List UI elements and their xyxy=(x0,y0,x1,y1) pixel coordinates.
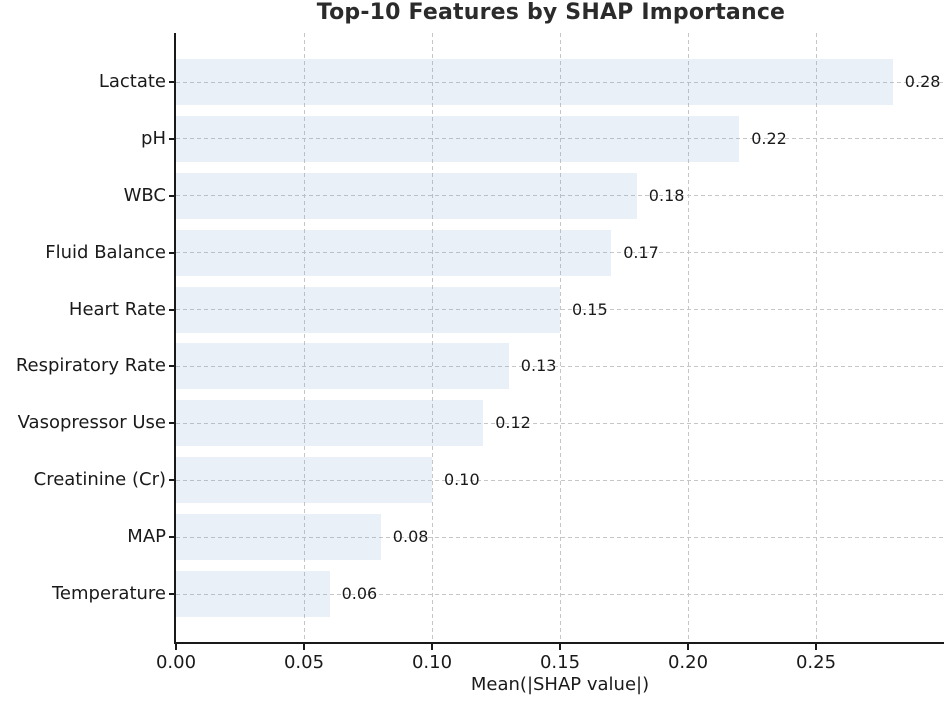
bar xyxy=(176,172,637,219)
x-tick-mark xyxy=(303,644,305,650)
y-gridline xyxy=(176,593,944,595)
y-tick-mark xyxy=(169,251,176,254)
bar xyxy=(176,400,484,447)
y-tick-label: Heart Rate xyxy=(68,298,166,320)
bar xyxy=(176,59,893,105)
y-gridline xyxy=(176,138,944,140)
bar-value-label: 0.15 xyxy=(572,299,608,319)
bar-value-label: 0.17 xyxy=(623,242,659,262)
y-tick-mark xyxy=(169,593,176,595)
x-gridline xyxy=(303,33,305,642)
y-tick-label: Lactate xyxy=(98,71,166,92)
x-tick-mark xyxy=(431,644,433,650)
y-gridline xyxy=(176,422,944,424)
x-tick-mark xyxy=(559,644,561,650)
y-tick-mark xyxy=(169,479,176,482)
y-gridline xyxy=(176,252,944,254)
y-gridline xyxy=(176,195,944,197)
bar-value-label: 0.13 xyxy=(520,356,557,376)
bar-value-label: 0.22 xyxy=(751,128,787,148)
plot-area: 0.28 0.22 0.18 0.17 0.15 0.13 0.12 0.10 0.08 0.06 xyxy=(176,33,944,642)
bar xyxy=(176,115,740,162)
bar xyxy=(176,286,560,333)
y-gridline xyxy=(176,309,944,311)
x-gridline xyxy=(559,33,561,642)
y-axis-spine xyxy=(174,33,176,644)
y-gridline xyxy=(176,81,944,83)
x-tick-label: 0.10 xyxy=(411,652,453,673)
y-tick-label: pH xyxy=(141,127,166,149)
y-tick-label: Fluid Balance xyxy=(45,241,166,263)
y-gridline xyxy=(176,365,944,367)
x-axis-spine xyxy=(174,642,944,644)
bar xyxy=(176,343,509,390)
y-tick-mark xyxy=(169,308,176,311)
y-gridline xyxy=(176,536,944,538)
y-tick-mark xyxy=(169,194,176,197)
bar-value-label: 0.06 xyxy=(341,584,378,603)
y-tick-label: Creatinine (Cr) xyxy=(33,469,166,491)
x-tick-mark xyxy=(687,644,689,650)
y-tick-mark xyxy=(169,137,176,140)
bar-value-label: 0.12 xyxy=(495,413,531,433)
y-gridline xyxy=(176,479,944,481)
y-tick-label: MAP xyxy=(127,526,166,548)
bar-value-label: 0.18 xyxy=(648,185,685,205)
x-tick-mark xyxy=(175,644,177,650)
x-gridline xyxy=(431,33,433,642)
bar-value-label: 0.28 xyxy=(904,72,941,91)
bar xyxy=(176,457,432,504)
y-tick-mark xyxy=(169,422,176,425)
bar xyxy=(176,514,381,561)
chart-title: Top-10 Features by SHAP Importance xyxy=(316,0,786,25)
bar xyxy=(176,229,612,276)
y-tick-label: WBC xyxy=(123,184,166,206)
y-tick-mark xyxy=(169,365,176,368)
y-tick-label: Respiratory Rate xyxy=(15,355,166,377)
x-tick-label: 0.25 xyxy=(795,652,837,673)
y-tick-mark xyxy=(169,536,176,539)
y-tick-label: Temperature xyxy=(51,583,166,604)
bar-value-label: 0.08 xyxy=(392,527,429,547)
x-axis-title: Mean(|SHAP value|) xyxy=(470,674,650,695)
x-tick-label: 0.20 xyxy=(667,652,709,673)
x-tick-label: 0.05 xyxy=(283,652,325,673)
x-gridline xyxy=(815,33,817,642)
x-tick-label: 0.15 xyxy=(539,652,581,673)
bar-value-label: 0.10 xyxy=(444,470,480,490)
x-gridline xyxy=(687,33,689,642)
y-tick-mark xyxy=(169,81,176,83)
bar xyxy=(176,571,330,617)
y-tick-label: Vasopressor Use xyxy=(17,412,166,434)
x-tick-mark xyxy=(815,644,817,650)
x-tick-label: 0.00 xyxy=(155,652,197,673)
